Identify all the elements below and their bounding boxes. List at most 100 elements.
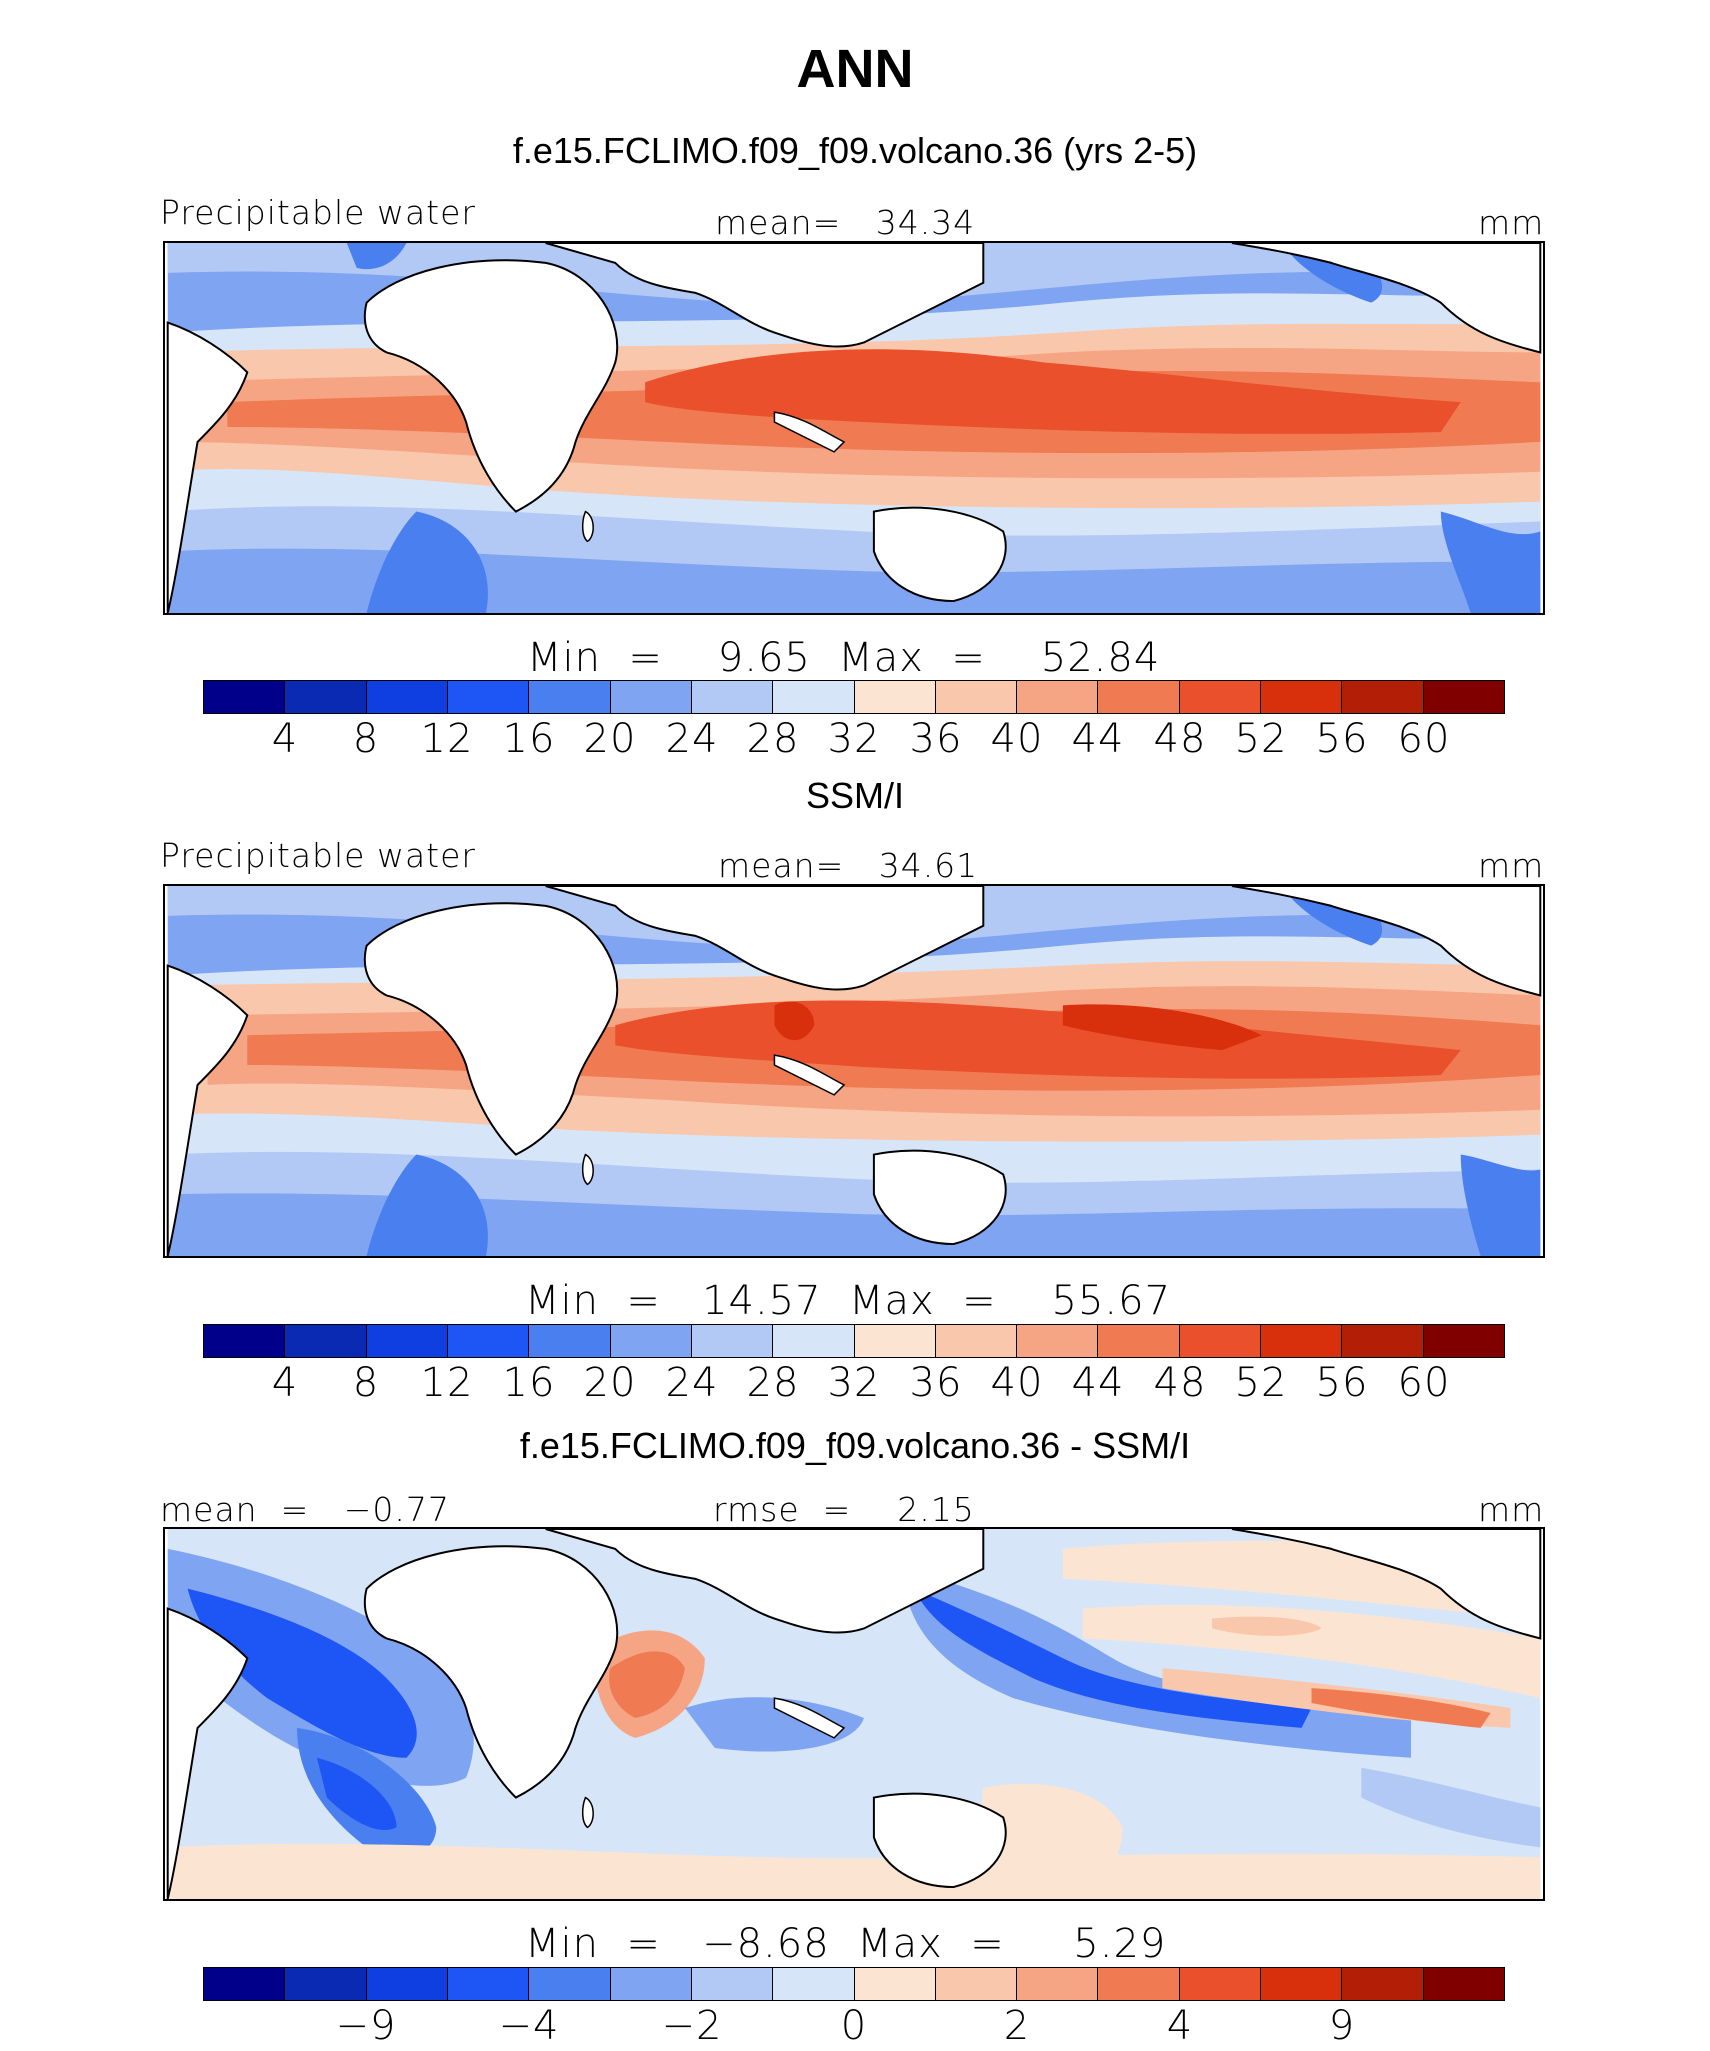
panel-1-mean-label: mean= 34.34 [715,203,976,242]
colorbar-tick-label: −9 [335,2003,397,2049]
colorbar-tick-label: 20 [583,716,637,762]
colorbar-swatch [1017,1325,1099,1357]
colorbar-tick-label: 52 [1234,1360,1288,1406]
panel-2-map [163,884,1545,1258]
colorbar-tick-label: 36 [909,1360,963,1406]
colorbar-swatch [447,1325,530,1357]
colorbar-tick-label: 44 [1071,1360,1125,1406]
colorbar-swatch [1342,1968,1424,2000]
colorbar-swatch [1261,681,1343,713]
colorbar-swatch [610,681,692,713]
colorbar-tick-label: 56 [1315,716,1369,762]
panel-1-title: f.e15.FCLIMO.f09_f09.volcano.36 (yrs 2-5… [512,130,1198,171]
colorbar-tick-label: 40 [990,1360,1044,1406]
colorbar-swatch [1423,1968,1504,2000]
panel-2-colorbar [203,1324,1505,1358]
colorbar-tick-label: 60 [1397,716,1451,762]
panel-1-left-label: Precipitable water [160,193,476,232]
colorbar-tick-label: 2 [1003,2003,1031,2049]
colorbar-swatch [854,1325,936,1357]
colorbar-swatch [285,1325,367,1357]
colorbar-tick-label: 28 [746,716,800,762]
colorbar-swatch [1423,1325,1504,1357]
colorbar-swatch [1423,681,1504,713]
colorbar-tick-label: 32 [827,1360,881,1406]
panel-2-title: SSM/I [805,775,904,816]
colorbar-tick-label: −4 [498,2003,560,2049]
panel-2-units-label: mm [1478,846,1545,885]
panel-1-map [163,241,1545,615]
colorbar-swatch [204,1325,286,1357]
panel-3-title: f.e15.FCLIMO.f09_f09.volcano.36 - SSM/I [519,1425,1191,1466]
colorbar-swatch [610,1968,692,2000]
colorbar-swatch [366,681,448,713]
colorbar-swatch [854,681,936,713]
panel-2-mean-label: mean= 34.61 [718,846,979,885]
colorbar-tick-label: −2 [661,2003,723,2049]
colorbar-tick-label: 24 [665,716,719,762]
colorbar-tick-label: 16 [502,716,556,762]
panel-2-minmax: Min = 14.57 Max = 55.67 [525,1278,1172,1324]
panel-3-map-svg [166,1529,1542,1899]
colorbar-tick-label: 36 [909,716,963,762]
colorbar-tick-label: 16 [502,1360,556,1406]
colorbar-swatch [935,1968,1018,2000]
panel-2-left-label: Precipitable water [160,836,476,875]
colorbar-swatch [1017,1968,1099,2000]
colorbar-swatch [1261,1968,1343,2000]
colorbar-tick-label: 48 [1153,1360,1207,1406]
panel-3-units-label: mm [1478,1490,1545,1529]
colorbar-tick-label: 32 [827,716,881,762]
colorbar-swatch [1017,681,1099,713]
colorbar-swatch [285,1968,367,2000]
colorbar-tick-label: 56 [1315,1360,1369,1406]
panel-3-colorbar [203,1967,1505,2001]
colorbar-swatch [1179,1968,1262,2000]
colorbar-swatch [1179,681,1262,713]
colorbar-tick-label: 4 [271,1360,299,1406]
colorbar-tick-label: 20 [583,1360,637,1406]
colorbar-tick-label: 8 [352,1360,380,1406]
colorbar-swatch [1098,681,1180,713]
colorbar-swatch [204,1968,286,2000]
colorbar-tick-label: 4 [271,716,299,762]
main-title: ANN [796,39,914,99]
panel-1-minmax: Min = 9.65 Max = 52.84 [527,635,1161,681]
panel-3-map [163,1527,1545,1901]
colorbar-tick-label: 12 [420,1360,474,1406]
panel-1-colorbar [203,680,1505,714]
colorbar-swatch [447,681,530,713]
colorbar-tick-label: 12 [420,716,474,762]
colorbar-swatch [691,1325,774,1357]
colorbar-tick-label: 0 [840,2003,868,2049]
colorbar-tick-label: 28 [746,1360,800,1406]
colorbar-tick-label: 9 [1328,2003,1356,2049]
colorbar-swatch [366,1968,448,2000]
colorbar-tick-label: 60 [1397,1360,1451,1406]
colorbar-tick-label: 44 [1071,716,1125,762]
colorbar-swatch [854,1968,936,2000]
colorbar-swatch [285,681,367,713]
colorbar-swatch [691,1968,774,2000]
colorbar-swatch [610,1325,692,1357]
colorbar-swatch [1098,1968,1180,2000]
colorbar-swatch [366,1325,448,1357]
panel-3-mean-label: mean = −0.77 [160,1490,450,1529]
colorbar-tick-label: 24 [665,1360,719,1406]
colorbar-swatch [529,1325,611,1357]
panel-3-rmse-label: rmse = 2.15 [713,1490,975,1529]
colorbar-swatch [691,681,774,713]
colorbar-swatch [1342,681,1424,713]
colorbar-tick-label: 48 [1153,716,1207,762]
colorbar-tick-label: 40 [990,716,1044,762]
colorbar-swatch [204,681,286,713]
colorbar-swatch [773,681,855,713]
colorbar-swatch [529,1968,611,2000]
colorbar-swatch [1179,1325,1262,1357]
colorbar-swatch [773,1325,855,1357]
colorbar-swatch [447,1968,530,2000]
panel-2-map-svg [166,886,1542,1256]
colorbar-swatch [935,681,1018,713]
colorbar-swatch [529,681,611,713]
colorbar-tick-label: 4 [1166,2003,1194,2049]
